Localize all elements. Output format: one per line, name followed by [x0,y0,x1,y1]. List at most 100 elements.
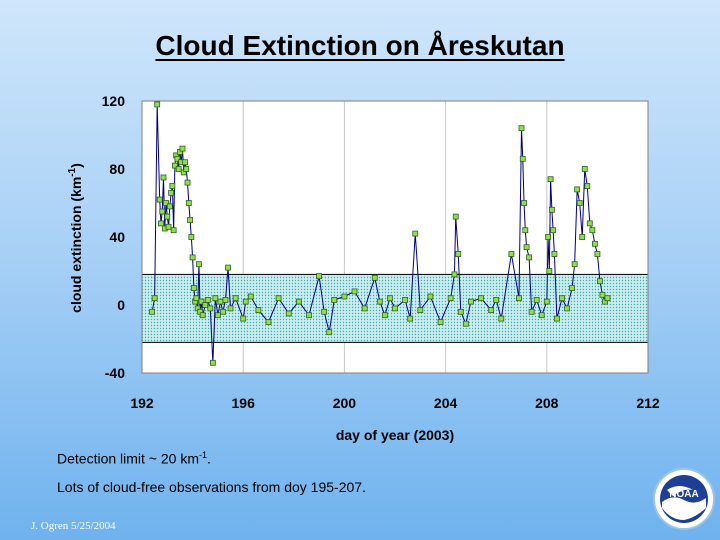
data-point [457,308,464,315]
data-point [545,234,551,240]
detection-note-sup: -1 [199,450,208,460]
data-point [559,295,565,302]
data-point [569,285,575,291]
data-point [212,295,219,302]
x-tick-label: 192 [130,395,154,411]
data-point [321,308,328,315]
cloud-free-note: Lots of cloud-free observations from doy… [57,479,366,495]
author-credit: J. Ogren 5/25/2004 [31,520,116,532]
data-point [199,312,206,319]
data-point [169,183,176,189]
data-point [158,220,164,227]
data-point [326,329,333,336]
detection-note-prefix: Detection limit ~ 20 km [57,450,199,467]
data-point [198,298,205,305]
data-point [242,298,249,305]
data-point [331,296,338,303]
noaa-logo: NOAA [653,468,715,530]
data-point [163,200,169,206]
data-point [550,227,557,234]
data-point [548,206,555,213]
data-point [451,271,458,278]
data-point [371,274,378,281]
x-tick-label: 200 [333,395,357,411]
x-tick-label: 212 [636,395,660,411]
slide-title-text: Cloud Extinction on Åreskutan [155,30,565,61]
data-point [227,305,234,312]
data-point [185,200,192,206]
plot-frame [141,100,649,374]
data-point [209,359,216,366]
data-point [518,125,525,132]
noaa-logo-text: NOAA [669,489,698,500]
data-point [584,183,591,189]
data-point [554,315,560,322]
data-point [508,251,515,257]
data-point [265,319,272,325]
data-point [579,234,586,240]
data-point [589,227,596,234]
data-point [207,305,214,312]
data-point [392,305,398,312]
data-point [516,295,522,302]
data-point [175,166,182,172]
x-tick-labels: 192 196 200 204 208 212 [130,395,660,411]
data-point [546,268,553,274]
data-point [402,296,409,303]
data-point [538,312,545,319]
y-tick-label: -40 [105,365,125,381]
y-tick-label: 80 [109,161,125,177]
data-point [519,155,526,162]
data-point [523,244,530,251]
data-point [164,213,171,220]
data-point [160,174,167,181]
data-point [543,298,550,305]
data-point [526,254,532,261]
data-point [316,273,323,280]
data-point [381,312,388,319]
data-point [447,295,454,302]
data-point [168,189,174,196]
data-points [149,101,611,366]
slide-title: Cloud Extinction on Åreskutan [0,30,720,62]
data-point [188,234,195,240]
data-point [599,291,606,298]
data-point [306,312,312,319]
x-tick-label: 204 [434,395,458,411]
data-point [594,251,601,257]
data-point [214,312,221,319]
data-point [452,213,459,220]
data-point [170,227,177,234]
data-point [361,305,368,312]
data-point [387,295,393,302]
data-point [412,230,419,237]
data-point [574,186,581,193]
y-tick-label: 40 [109,229,125,245]
data-point [417,307,424,314]
data-point [376,298,383,305]
data-point [193,295,200,302]
data-point [498,315,505,322]
data-point [571,261,578,268]
series-lines [151,104,608,363]
y-axis-label: cloud extinction (km-1) [67,163,84,313]
y-axis-label-sup: -1 [67,167,78,176]
data-point [247,293,254,300]
data-point [255,307,262,314]
data-point [581,166,588,172]
data-point [190,285,197,291]
data-point [591,240,598,247]
data-point [564,305,570,312]
data-point [478,295,484,302]
data-point [225,264,231,271]
data-point [151,295,158,302]
data-point [275,295,282,302]
detection-note-suffix: . [207,450,211,467]
data-point [202,302,209,308]
data-point [586,220,593,227]
data-point [407,315,414,322]
data-point [488,307,495,314]
data-point [427,293,434,300]
data-point [149,308,156,315]
